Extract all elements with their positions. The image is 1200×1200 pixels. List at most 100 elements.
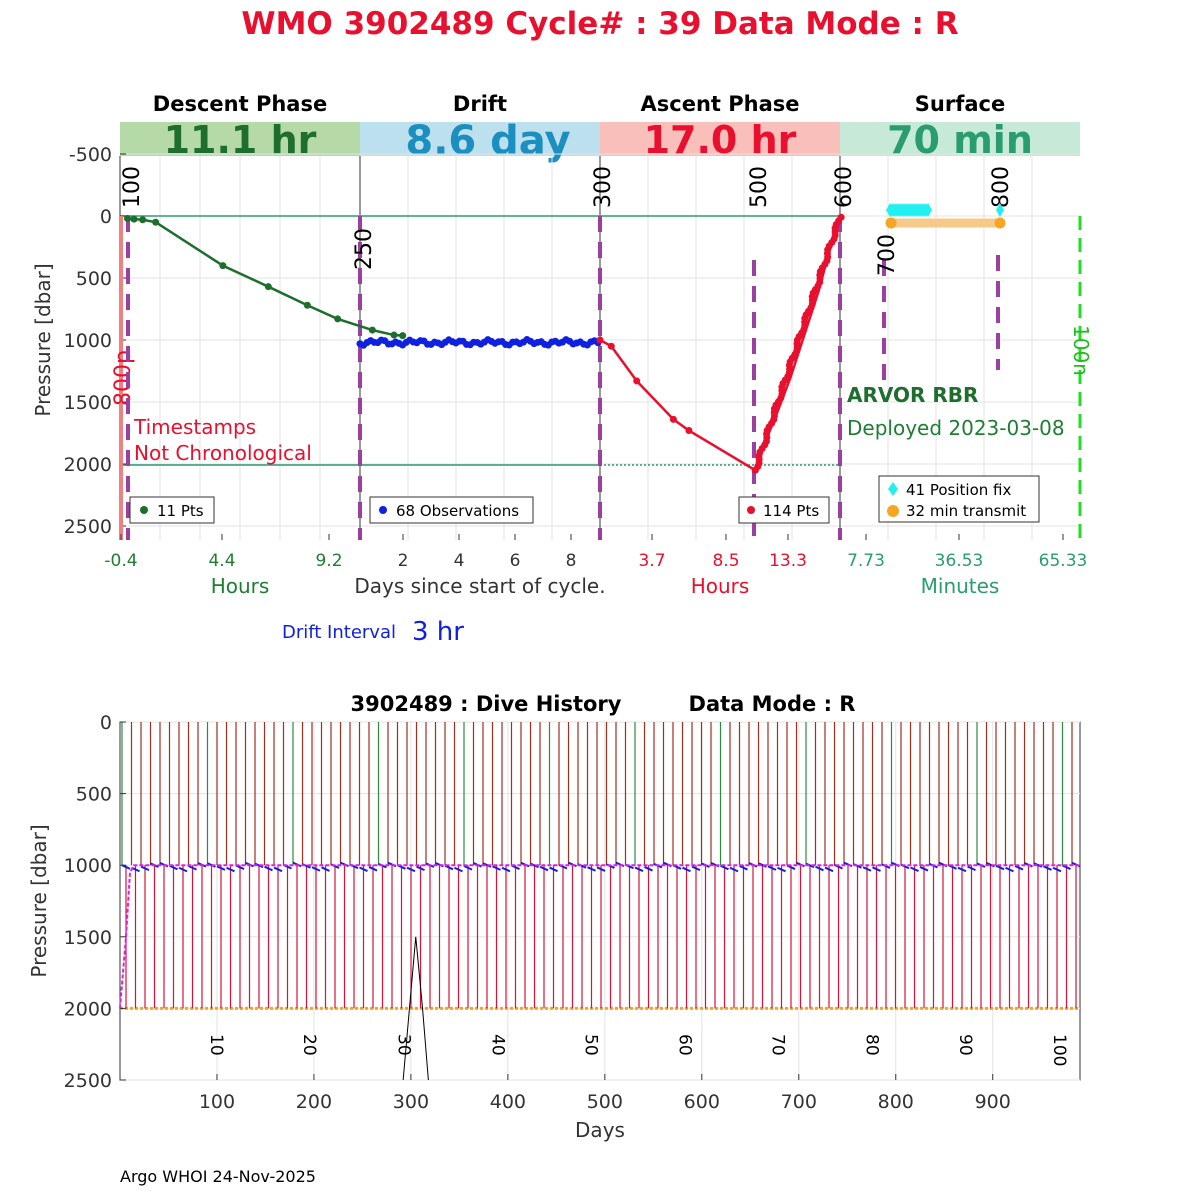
history-x-tick-label: 200 bbox=[296, 1091, 332, 1113]
descent-point bbox=[264, 283, 272, 291]
cycle-drift-segment bbox=[359, 866, 368, 872]
phase-band-surface bbox=[840, 122, 1080, 156]
cycle-drift-segment bbox=[368, 866, 378, 872]
transmit-start-point bbox=[885, 217, 897, 229]
phase-name-descent: Descent Phase bbox=[153, 92, 327, 116]
descent-point bbox=[130, 215, 138, 223]
top-x-tick-label: 6 bbox=[510, 551, 521, 571]
cycle-drift-segment bbox=[758, 862, 767, 868]
cycle-drift-segment bbox=[1014, 865, 1024, 871]
phase-dashed-markers bbox=[126, 216, 1000, 540]
cycle-drift-segment bbox=[1033, 862, 1043, 868]
cycle-drift-segment bbox=[463, 865, 473, 871]
marker-700: 700 bbox=[875, 234, 900, 276]
ascent-point bbox=[596, 336, 604, 344]
history-cycles bbox=[119, 722, 1081, 1081]
cycle-number-label: 20 bbox=[299, 1034, 319, 1056]
top-x-tick-label: 9.2 bbox=[315, 551, 342, 571]
history-x-tick-label: 800 bbox=[878, 1091, 914, 1113]
cycle-drift-segment bbox=[321, 866, 330, 872]
history-y-axis-label: Pressure [dbar] bbox=[27, 824, 51, 977]
legend-marker-position-fix bbox=[888, 482, 898, 496]
cycle-drift-segment bbox=[995, 864, 1005, 871]
cycle-drift-segment bbox=[957, 866, 967, 873]
cycle-drift-segment bbox=[1043, 865, 1052, 871]
cycle-drift-segment bbox=[862, 866, 872, 872]
cycle-drift-segment bbox=[549, 866, 558, 873]
cycle-drift-segment bbox=[188, 865, 197, 871]
legend-text-descent: 11 Pts bbox=[157, 502, 204, 520]
legend-text-drift: 68 Observations bbox=[396, 502, 519, 520]
top-x-tick-label: 13.3 bbox=[769, 551, 807, 571]
history-x-tick-label: 900 bbox=[975, 1091, 1011, 1113]
cycle-drift-segment bbox=[815, 865, 824, 872]
legend-text-ascent: 114 Pts bbox=[763, 502, 819, 520]
descent-point bbox=[334, 315, 342, 323]
cycle-drift-segment bbox=[264, 865, 273, 872]
legend-descent: 11 Pts bbox=[129, 496, 215, 524]
cycle-drift-segment bbox=[406, 866, 416, 873]
top-x-tick-label: 4.4 bbox=[208, 551, 235, 571]
top-y-tick-label: 500 bbox=[76, 268, 112, 290]
top-x-tick-label: 8.5 bbox=[712, 551, 739, 571]
phase-band-drift bbox=[360, 122, 600, 156]
phase-duration-surface: 70 min bbox=[887, 118, 1033, 162]
descent-point bbox=[124, 214, 131, 222]
cycle-number-label: 50 bbox=[580, 1034, 600, 1056]
phase-name-drift: Drift bbox=[453, 92, 507, 116]
top-x-tick-label: -0.4 bbox=[104, 551, 137, 571]
float-model: ARVOR RBR bbox=[847, 383, 978, 407]
ascent-point bbox=[669, 415, 677, 423]
cycle-number-label: 70 bbox=[768, 1034, 788, 1056]
drift-series bbox=[356, 336, 602, 349]
anomaly-trace bbox=[402, 936, 429, 1081]
marker-300: 300 bbox=[591, 166, 616, 208]
cycle-drift-segment bbox=[596, 866, 606, 872]
history-x-axis-label: Days bbox=[575, 1118, 625, 1142]
cycle-drift-segment bbox=[140, 865, 150, 872]
top-y-ticks: -500 0 500 1000 1500 2000 2500 bbox=[64, 144, 126, 538]
figure-title: WMO 3902489 Cycle# : 39 Data Mode : R bbox=[241, 6, 958, 42]
position-fix-point bbox=[996, 203, 1004, 217]
top-axes-frame bbox=[119, 156, 841, 540]
surface-series bbox=[885, 203, 1006, 229]
cycle-drift-segment bbox=[444, 864, 454, 871]
descent-point bbox=[399, 332, 407, 340]
ascent-point bbox=[837, 213, 845, 221]
cycle-number-label: 90 bbox=[955, 1034, 975, 1056]
ascent-series bbox=[596, 213, 845, 474]
marker-250: 250 bbox=[352, 228, 377, 270]
x-axis-label-days: Days since start of cycle. bbox=[354, 574, 605, 598]
cycle-drift-segment bbox=[910, 866, 919, 872]
marker-800p: 800p bbox=[111, 350, 136, 406]
top-y-axis-label: Pressure [dbar] bbox=[31, 263, 55, 416]
position-fix-point bbox=[924, 203, 932, 217]
history-x-tick-label: 300 bbox=[393, 1091, 429, 1113]
history-y-tick-label: 500 bbox=[76, 784, 112, 806]
ascent-point bbox=[633, 377, 641, 385]
top-x-tick-label: 7.73 bbox=[847, 551, 885, 571]
cycle-number-label: 40 bbox=[487, 1034, 507, 1056]
legend-marker-ascent bbox=[747, 506, 755, 514]
cycle-drift-segment bbox=[416, 865, 425, 872]
cycle-drift-segment bbox=[824, 866, 834, 873]
top-y-tick-label: 2000 bbox=[64, 454, 112, 476]
cycle-drift-segment bbox=[967, 865, 976, 872]
cycle-drift-segment bbox=[178, 866, 188, 873]
cycle-drift-segment bbox=[226, 866, 235, 873]
history-x-tick-label: 700 bbox=[781, 1091, 817, 1113]
warning-text-line1: Timestamps bbox=[133, 415, 256, 439]
drift-interval-value: 3 hr bbox=[412, 617, 464, 647]
deployment-date: Deployed 2023-03-08 bbox=[847, 416, 1065, 440]
dive-history-panel: 3902489 : Dive History Data Mode : R 0 50… bbox=[27, 692, 1081, 1142]
marker-800: 800 bbox=[989, 166, 1014, 208]
marker-600: 600 bbox=[832, 166, 857, 208]
cycle-drift-segment bbox=[777, 866, 786, 873]
top-x-tick-label: 4 bbox=[454, 551, 465, 571]
marker-500: 500 bbox=[747, 166, 772, 208]
top-y-tick-label: -500 bbox=[69, 144, 112, 166]
phase-band-descent bbox=[120, 122, 360, 156]
cycle-drift-segment bbox=[482, 862, 492, 868]
unit-label-surface: Minutes bbox=[921, 574, 1000, 598]
cycle-drift-segment bbox=[682, 866, 691, 873]
